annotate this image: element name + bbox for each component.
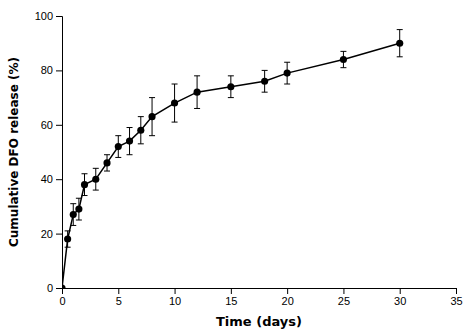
tick: 100: [35, 10, 62, 22]
tick: 20: [41, 228, 62, 240]
tick: 10: [169, 288, 181, 307]
tick-label: 20: [282, 295, 294, 307]
point: [115, 143, 122, 150]
tick-mark: [231, 288, 232, 294]
tick-mark: [56, 70, 62, 71]
tick-mark: [343, 288, 344, 294]
point: [148, 113, 155, 120]
error-bar: [76, 198, 82, 220]
error-bar: [138, 117, 144, 144]
error-bar: [65, 231, 71, 247]
tick: 0: [47, 282, 62, 294]
point: [194, 89, 201, 96]
tick: 20: [282, 288, 294, 307]
marks: [62, 30, 403, 288]
error-bar: [127, 128, 133, 155]
axis-line: [63, 289, 457, 295]
tick-label: 20: [41, 228, 53, 240]
tick: 60: [41, 119, 62, 131]
tick-label: 0: [59, 295, 65, 307]
point: [137, 127, 144, 134]
error-bar: [284, 62, 290, 84]
error-bar: [172, 84, 178, 122]
tick-label: 0: [47, 282, 53, 294]
point: [64, 235, 71, 242]
tick: 5: [116, 288, 122, 307]
tick: 25: [338, 288, 350, 307]
x-axis-title: Time (days): [216, 314, 302, 329]
axis-line: [56, 17, 63, 289]
point: [81, 181, 88, 188]
tick-mark: [400, 288, 401, 294]
tick: 15: [225, 288, 237, 307]
tick-label: 10: [169, 295, 181, 307]
point: [261, 78, 268, 85]
tick: 30: [394, 288, 406, 307]
point: [70, 211, 77, 218]
error-bar: [104, 155, 110, 171]
point: [227, 83, 234, 90]
error-bar: [93, 168, 99, 190]
error-bar: [70, 204, 76, 226]
error-bar: [397, 30, 403, 57]
y-axis-title: Cumulative DFO release (%): [7, 57, 21, 247]
tick-label: 80: [41, 64, 53, 76]
error-bar: [82, 174, 88, 196]
point: [62, 284, 66, 288]
tick-mark: [56, 234, 62, 235]
tick-label: 35: [450, 295, 462, 307]
plot: 0 5 10 15 20 25 30 35 0 20 40 60 80 100 Time (days) Cum…: [7, 10, 463, 329]
tick-mark: [456, 288, 457, 294]
tick-mark: [118, 288, 119, 294]
point: [126, 138, 133, 145]
y-axis: 0 20 40 60 80 100: [35, 10, 63, 294]
tick-mark: [56, 288, 62, 289]
tick-label: 40: [41, 173, 53, 185]
tick: 0: [59, 288, 65, 307]
error-bar: [115, 136, 121, 158]
error-bars: [62, 30, 403, 288]
tick-mark: [175, 288, 176, 294]
tick: 35: [450, 288, 462, 307]
line: [62, 43, 400, 288]
point: [92, 176, 99, 183]
error-bar: [194, 76, 200, 109]
tick-label: 60: [41, 119, 53, 131]
point: [171, 99, 178, 106]
error-bar: [262, 70, 268, 92]
tick-mark: [56, 125, 62, 126]
tick-mark: [56, 16, 62, 17]
tick: 40: [41, 173, 62, 185]
point: [75, 206, 82, 213]
tick-mark: [56, 179, 62, 180]
point: [340, 56, 347, 63]
error-bar: [340, 51, 346, 67]
tick-label: 15: [225, 295, 237, 307]
point: [284, 70, 291, 77]
tick-label: 100: [35, 10, 53, 22]
points: [62, 40, 403, 288]
tick-label: 5: [116, 295, 122, 307]
point: [103, 159, 110, 166]
x-axis: 0 5 10 15 20 25 30 35: [59, 288, 462, 307]
tick-label: 25: [338, 295, 350, 307]
chart: 0 5 10 15 20 25 30 35 0 20 40 60 80 100 Time (days) Cum…: [0, 0, 474, 336]
tick-mark: [287, 288, 288, 294]
error-bar: [228, 76, 234, 98]
tick: 80: [41, 64, 62, 76]
point: [396, 40, 403, 47]
error-bar: [149, 98, 155, 136]
tick-label: 30: [394, 295, 406, 307]
